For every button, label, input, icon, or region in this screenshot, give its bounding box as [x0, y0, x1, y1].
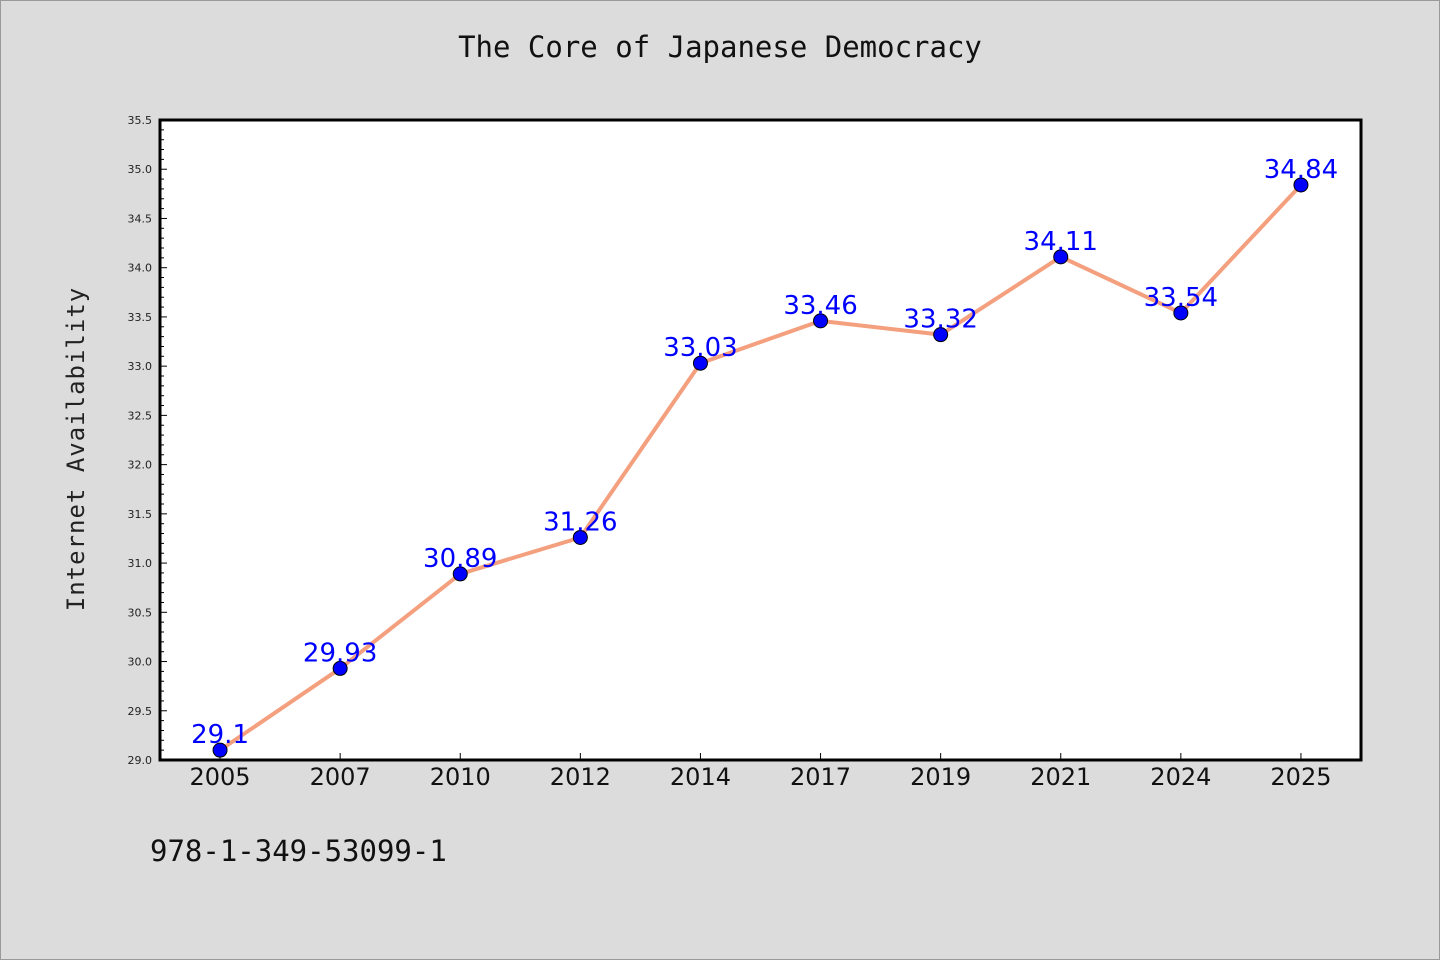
- data-label: 29.93: [303, 638, 377, 668]
- data-point: [933, 327, 949, 343]
- y-tick-label: 30.0: [128, 656, 153, 669]
- y-tick-label: 35.5: [128, 114, 153, 127]
- data-label: 33.54: [1144, 283, 1218, 313]
- y-tick-label: 32.0: [128, 459, 153, 472]
- x-axis-ticks: 2005 2007 2010 2012 2014 2017 2019 2021 2024 2025: [190, 753, 1331, 791]
- x-tick-label: 2005: [190, 763, 251, 791]
- data-label: 33.46: [783, 291, 857, 321]
- y-tick-label: 29.0: [128, 754, 153, 767]
- data-label: 33.03: [663, 333, 737, 363]
- data-point: [813, 313, 829, 329]
- plot-border: [158, 118, 1363, 762]
- x-tick-label: 2007: [310, 763, 371, 791]
- data-point: [1293, 177, 1309, 193]
- data-point: [1173, 305, 1189, 321]
- y-tick-label: 34.0: [128, 262, 153, 275]
- x-tick-label: 2017: [790, 763, 851, 791]
- y-tick-label: 33.0: [128, 360, 153, 373]
- data-point: [1053, 249, 1069, 265]
- data-point: [212, 742, 228, 758]
- data-label: 33.32: [903, 305, 977, 335]
- x-tick-label: 2021: [1030, 763, 1091, 791]
- x-tick-label: 2024: [1150, 763, 1211, 791]
- chart-title: The Core of Japanese Democracy: [458, 30, 982, 64]
- y-tick-label: 31.0: [128, 557, 153, 570]
- y-tick-label: 33.5: [128, 311, 153, 324]
- x-tick-label: 2014: [670, 763, 731, 791]
- x-tick-label: 2012: [550, 763, 611, 791]
- y-tick-label: 30.5: [128, 606, 153, 619]
- series-layer: [212, 177, 1309, 758]
- data-label: 34.84: [1264, 155, 1338, 185]
- y-tick-label: 32.5: [128, 409, 153, 422]
- y-tick-label: 34.5: [128, 212, 153, 225]
- x-tick-label: 2019: [910, 763, 971, 791]
- y-tick-label: 31.5: [128, 508, 153, 521]
- data-label: 29.1: [191, 720, 249, 750]
- isbn-text: 978-1-349-53099-1: [150, 834, 447, 868]
- data-label: 30.89: [423, 544, 497, 574]
- data-point: [572, 529, 588, 545]
- x-tick-label: 2025: [1270, 763, 1331, 791]
- data-point: [332, 660, 348, 676]
- x-tick-label: 2010: [430, 763, 491, 791]
- data-label: 31.26: [543, 507, 617, 537]
- data-point: [452, 566, 468, 582]
- series-line: [218, 183, 1303, 752]
- data-label: 34.11: [1024, 227, 1098, 257]
- y-tick-label: 29.5: [128, 705, 153, 718]
- data-point: [692, 355, 708, 371]
- data-labels: 29.1 29.93 30.89 31.26 33.03 33.46 33.32 34.11 3…: [191, 155, 1338, 750]
- y-tick-label: 35.0: [128, 163, 153, 176]
